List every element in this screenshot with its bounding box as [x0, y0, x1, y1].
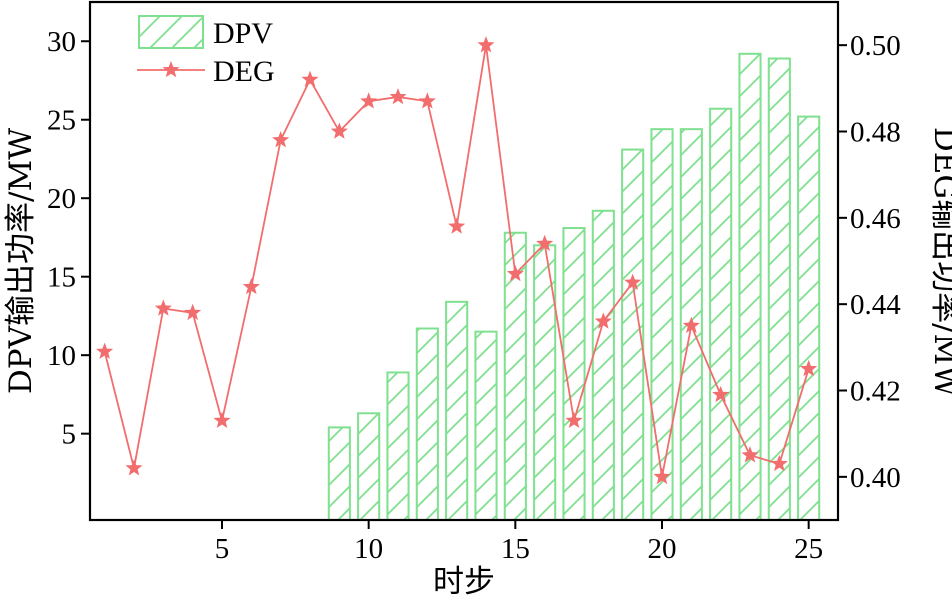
deg-point-11: [389, 87, 407, 105]
right-axis-ticks: 0.40 0.42 0.44 0.46 0.48 0.50: [838, 30, 901, 494]
deg-point-20: [653, 467, 671, 485]
deg-point-18: [594, 312, 612, 329]
left-tick-label-30: 30: [47, 26, 76, 58]
x-tick-label-15: 15: [501, 533, 530, 565]
deg-point-9: [330, 122, 348, 139]
deg-point-3: [154, 299, 172, 316]
deg-point-24: [770, 454, 788, 472]
deg-point-15: [506, 264, 524, 282]
deg-point-23: [741, 446, 759, 463]
dpv-bar-18: [591, 209, 615, 520]
dpv-bar-20: [650, 128, 674, 520]
right-tick-label-2: 0.44: [850, 289, 901, 321]
deg-point-13: [448, 217, 466, 234]
dpv-bar-24: [767, 57, 791, 520]
deg-point-6: [242, 277, 260, 295]
deg-point-14: [477, 36, 495, 53]
dpv-bar-15: [503, 231, 527, 520]
plot-frame: [88, 0, 840, 522]
legend-marker-deg: [162, 61, 180, 78]
legend-swatch-dpv: [138, 15, 204, 49]
right-tick-label-1: 0.42: [850, 376, 901, 408]
deg-point-16: [536, 234, 554, 252]
left-axis-ticks: 5 10 15 20 25 30: [47, 26, 90, 451]
dpv-bar-11: [386, 371, 410, 520]
legend-item-dpv: DPV: [138, 15, 273, 50]
dpv-bar-10: [357, 412, 381, 520]
legend: DPV DEG: [137, 15, 275, 88]
legend-item-deg: DEG: [137, 55, 275, 88]
x-axis-title: 时步: [433, 564, 495, 600]
deg-point-12: [418, 92, 436, 109]
dpv-bar-23: [738, 52, 762, 520]
right-tick-label-5: 0.50: [850, 30, 901, 62]
deg-point-4: [184, 303, 202, 321]
deg-point-17: [565, 411, 583, 428]
deg-point-8: [301, 70, 319, 87]
deg-line-layer: [96, 36, 818, 485]
x-axis-ticks: 5 10 15 20 25: [215, 520, 823, 565]
left-tick-label-5: 5: [62, 419, 77, 451]
axes: [88, 0, 840, 522]
deg-point-22: [712, 385, 730, 403]
deg-point-2: [125, 459, 143, 476]
deg-point-19: [624, 273, 642, 290]
x-tick-label-20: 20: [648, 533, 677, 565]
left-tick-label-20: 20: [47, 183, 76, 215]
dpv-bar-13: [445, 300, 469, 520]
deg-point-21: [682, 316, 700, 334]
dpv-bar-25: [797, 115, 821, 520]
legend-label-deg: DEG: [213, 55, 275, 88]
left-tick-label-25: 25: [47, 105, 76, 137]
left-tick-label-15: 15: [47, 262, 76, 294]
dpv-bars: [327, 52, 821, 520]
x-tick-label-5: 5: [215, 533, 230, 565]
right-tick-label-0: 0.40: [850, 462, 901, 494]
dpv-bar-14: [474, 330, 498, 520]
deg-point-1: [96, 342, 114, 359]
x-tick-label-10: 10: [354, 533, 383, 565]
deg-point-5: [213, 411, 231, 428]
dpv-bar-22: [709, 107, 733, 520]
left-axis-title: DPV输出功率/MW: [3, 128, 39, 394]
deg-point-7: [272, 131, 290, 148]
right-tick-label-4: 0.48: [850, 117, 901, 149]
deg-point-10: [360, 92, 378, 109]
x-tick-label-25: 25: [794, 533, 823, 565]
right-tick-label-3: 0.46: [850, 203, 901, 235]
dpv-bar-9: [327, 426, 351, 520]
legend-label-dpv: DPV: [213, 17, 273, 50]
right-axis-title: DEG输出功率/MW: [927, 127, 952, 397]
dpv-bar-19: [621, 148, 645, 520]
dpv-bar-12: [415, 327, 439, 520]
deg-point-25: [800, 359, 818, 377]
left-tick-label-10: 10: [47, 340, 76, 372]
